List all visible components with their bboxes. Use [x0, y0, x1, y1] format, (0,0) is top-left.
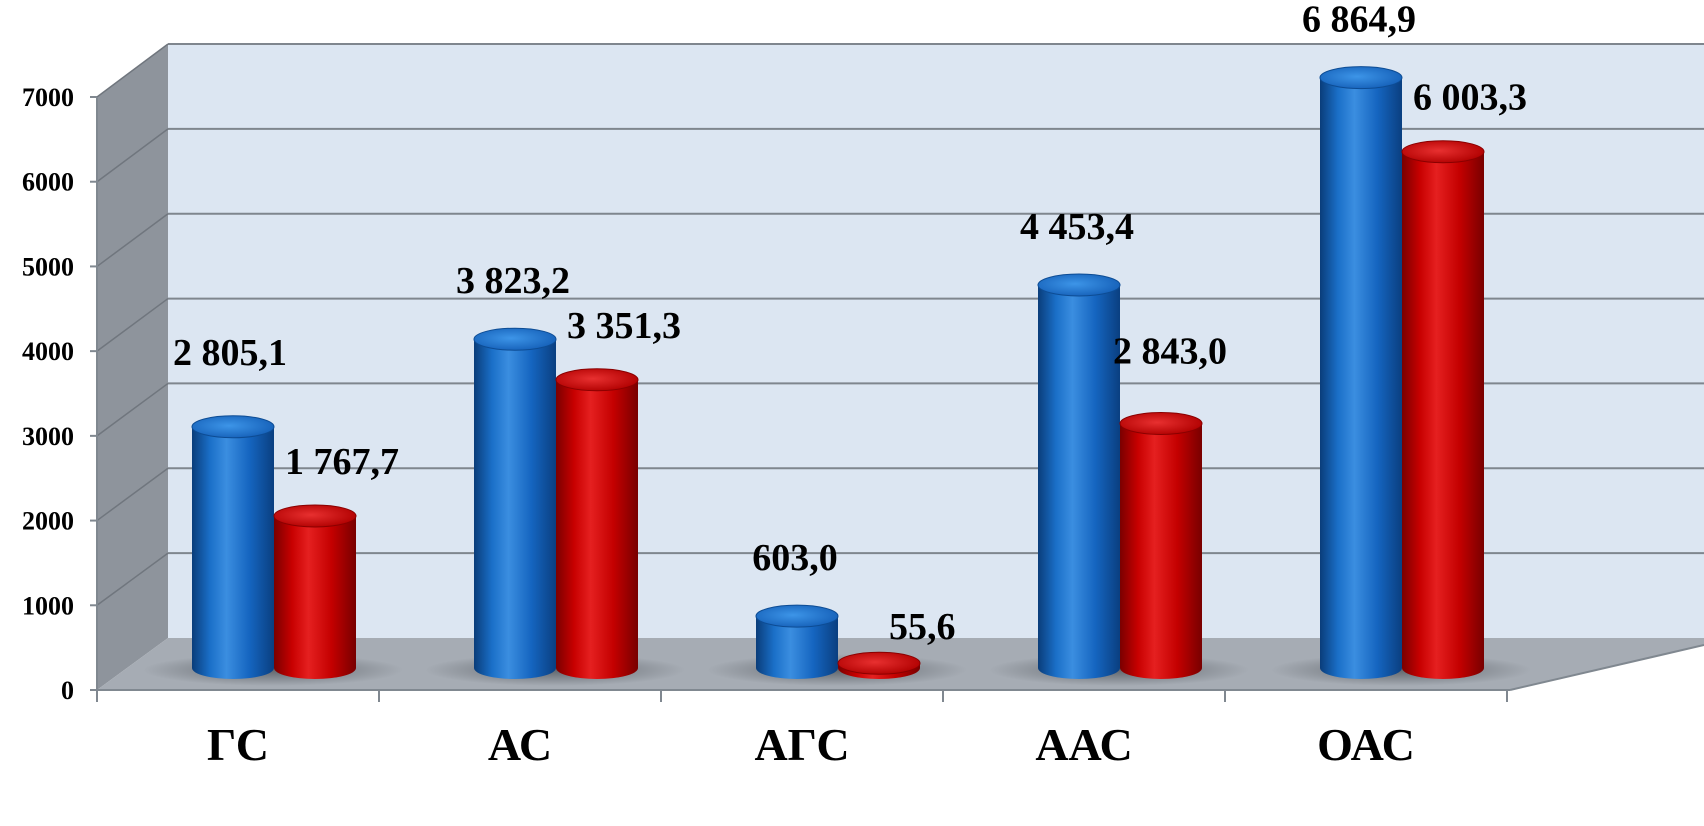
bar-аас-series-1	[1037, 273, 1121, 679]
bar-body	[1120, 423, 1202, 679]
gridline-side	[96, 213, 169, 268]
category-label-аас: ААС	[1035, 719, 1132, 770]
y-tick-label: 1000	[22, 591, 74, 620]
bar-body	[1038, 285, 1120, 679]
bars	[191, 66, 1485, 680]
gridline-side	[96, 382, 169, 437]
bar-body	[1320, 77, 1402, 680]
bar-body	[474, 339, 556, 679]
category-label-ас: АС	[488, 719, 552, 770]
gridline-side	[96, 43, 169, 98]
data-label-оас-series-2: 6 003,3	[1413, 77, 1527, 119]
bar-top	[555, 368, 639, 392]
data-label-ас-series-1: 3 823,2	[456, 260, 570, 302]
y-axis-ticks: 0 1000 2000 3000 4000 5000 6000 7000	[22, 83, 97, 705]
data-label-аас-series-2: 2 843,0	[1113, 331, 1227, 373]
bar-агс-series-1	[755, 604, 839, 679]
data-label-гс-series-1: 2 805,1	[173, 332, 287, 374]
data-label-оас-series-1: 6 864,9	[1302, 0, 1416, 41]
data-label-гс-series-2: 1 767,7	[285, 441, 399, 483]
category-label-гс: ГС	[207, 719, 269, 770]
y-tick-label: 0	[61, 676, 74, 705]
bar-top	[1401, 140, 1485, 164]
x-axis-ticks	[96, 690, 1508, 702]
bar-top	[1037, 273, 1121, 297]
data-label-агс-series-1: 603,0	[752, 537, 838, 579]
y-tick-label: 3000	[22, 422, 74, 451]
gridline-side	[96, 552, 169, 606]
bar-оас-series-2	[1401, 140, 1485, 680]
bar-ас-series-1	[473, 327, 557, 679]
bar-гс-series-1	[191, 415, 275, 679]
gridline-side	[96, 128, 169, 183]
bar-body	[1402, 151, 1484, 680]
bar-top	[191, 415, 275, 439]
bar-top	[473, 327, 557, 351]
y-tick-label: 7000	[22, 83, 74, 112]
bar-ас-series-2	[555, 368, 639, 679]
bar-body	[274, 515, 356, 679]
data-labels: 2 805,1 1 767,7 3 823,23 351,3 603,0 55,6 4 4…	[173, 0, 1527, 648]
bar-аас-series-2	[1119, 412, 1203, 679]
category-labels: ГС АС АГС ААС ОАС	[207, 719, 1415, 770]
y-tick-label: 4000	[22, 337, 74, 366]
bar-top	[755, 604, 839, 628]
bar-агс-series-2	[837, 651, 921, 679]
y-tick-label: 6000	[22, 168, 74, 197]
bar-гс-series-2	[273, 504, 357, 679]
bar-top	[1319, 66, 1403, 90]
y-tick-label: 5000	[22, 252, 74, 281]
bar-оас-series-1	[1319, 66, 1403, 680]
data-label-ас-series-2: 3 351,3	[567, 305, 681, 347]
data-label-агс-series-2: 55,6	[889, 606, 956, 648]
chart-side-wall	[97, 44, 168, 690]
bar-top	[273, 504, 357, 528]
bar-body	[756, 616, 838, 679]
bar-body	[556, 379, 638, 679]
bar-top	[1119, 412, 1203, 436]
gridline-side	[96, 297, 169, 352]
floor-right-edge	[1509, 644, 1704, 691]
category-label-оас: ОАС	[1317, 719, 1415, 770]
bar-top	[837, 651, 921, 675]
category-label-агс: АГС	[754, 719, 849, 770]
y-tick-label: 2000	[22, 507, 74, 536]
data-label-аас-series-1: 4 453,4	[1020, 206, 1134, 248]
gridline-side	[96, 467, 169, 522]
bar-body	[192, 426, 274, 679]
